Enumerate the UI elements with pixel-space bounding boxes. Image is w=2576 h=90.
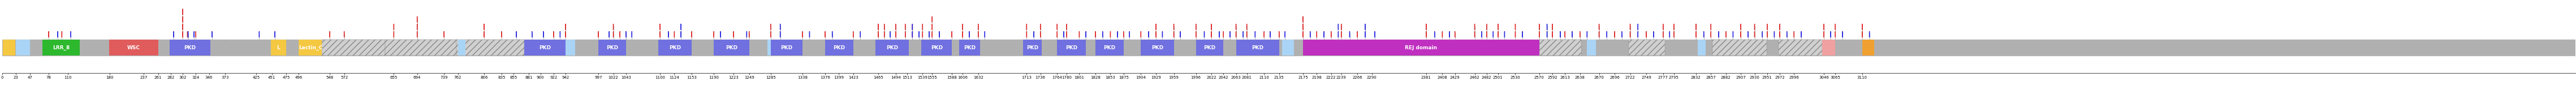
Bar bbox=[459, 40, 466, 56]
Bar bbox=[1628, 40, 1664, 56]
Text: PKD: PKD bbox=[781, 45, 793, 50]
Bar bbox=[564, 40, 574, 56]
Bar bbox=[770, 40, 801, 56]
Text: PKD: PKD bbox=[1151, 45, 1164, 50]
Text: PKD: PKD bbox=[1203, 45, 1216, 50]
Text: PKD: PKD bbox=[930, 45, 943, 50]
Bar bbox=[1821, 40, 1834, 56]
Bar bbox=[1713, 40, 1767, 56]
Bar bbox=[1195, 40, 1224, 56]
Bar bbox=[1777, 40, 1821, 56]
Bar bbox=[1283, 40, 1293, 56]
Bar bbox=[1303, 40, 1540, 56]
Bar bbox=[1698, 40, 1705, 56]
Text: L: L bbox=[276, 45, 281, 50]
Text: PKD: PKD bbox=[832, 45, 845, 50]
Bar bbox=[270, 40, 286, 56]
Text: PKD: PKD bbox=[1025, 45, 1038, 50]
Bar bbox=[1587, 40, 1597, 56]
Bar bbox=[456, 40, 526, 56]
Text: PKD: PKD bbox=[886, 45, 899, 50]
Bar bbox=[1023, 40, 1041, 56]
Bar bbox=[1141, 40, 1175, 56]
Text: PKD: PKD bbox=[1252, 45, 1262, 50]
Text: LRR_8: LRR_8 bbox=[52, 45, 70, 50]
Bar bbox=[170, 40, 211, 56]
Text: Lectin_C: Lectin_C bbox=[299, 45, 322, 50]
Bar bbox=[876, 40, 909, 56]
Bar bbox=[384, 40, 456, 56]
Text: PKD: PKD bbox=[183, 45, 196, 50]
Text: PKD: PKD bbox=[1103, 45, 1115, 50]
Bar bbox=[958, 40, 979, 56]
Bar bbox=[824, 40, 853, 56]
Text: PKD: PKD bbox=[1066, 45, 1077, 50]
Bar bbox=[3, 40, 15, 56]
Bar bbox=[322, 40, 384, 56]
Bar bbox=[526, 40, 567, 56]
Bar bbox=[3, 40, 2576, 56]
Text: PKD: PKD bbox=[538, 45, 551, 50]
Text: REJ domain: REJ domain bbox=[1404, 45, 1437, 50]
Bar bbox=[768, 40, 773, 56]
Bar bbox=[922, 40, 953, 56]
Bar bbox=[108, 40, 157, 56]
Bar bbox=[41, 40, 80, 56]
Text: PKD: PKD bbox=[963, 45, 976, 50]
Bar bbox=[1095, 40, 1123, 56]
Text: PKD: PKD bbox=[726, 45, 737, 50]
Text: WSC: WSC bbox=[126, 45, 139, 50]
Text: PKD: PKD bbox=[670, 45, 680, 50]
Text: PKD: PKD bbox=[605, 45, 618, 50]
Bar bbox=[1236, 40, 1280, 56]
Bar bbox=[299, 40, 322, 56]
Bar bbox=[1540, 40, 1582, 56]
Bar bbox=[659, 40, 693, 56]
Bar bbox=[598, 40, 626, 56]
Bar bbox=[1862, 40, 1875, 56]
Bar bbox=[15, 40, 31, 56]
Bar bbox=[1056, 40, 1087, 56]
Bar bbox=[714, 40, 750, 56]
